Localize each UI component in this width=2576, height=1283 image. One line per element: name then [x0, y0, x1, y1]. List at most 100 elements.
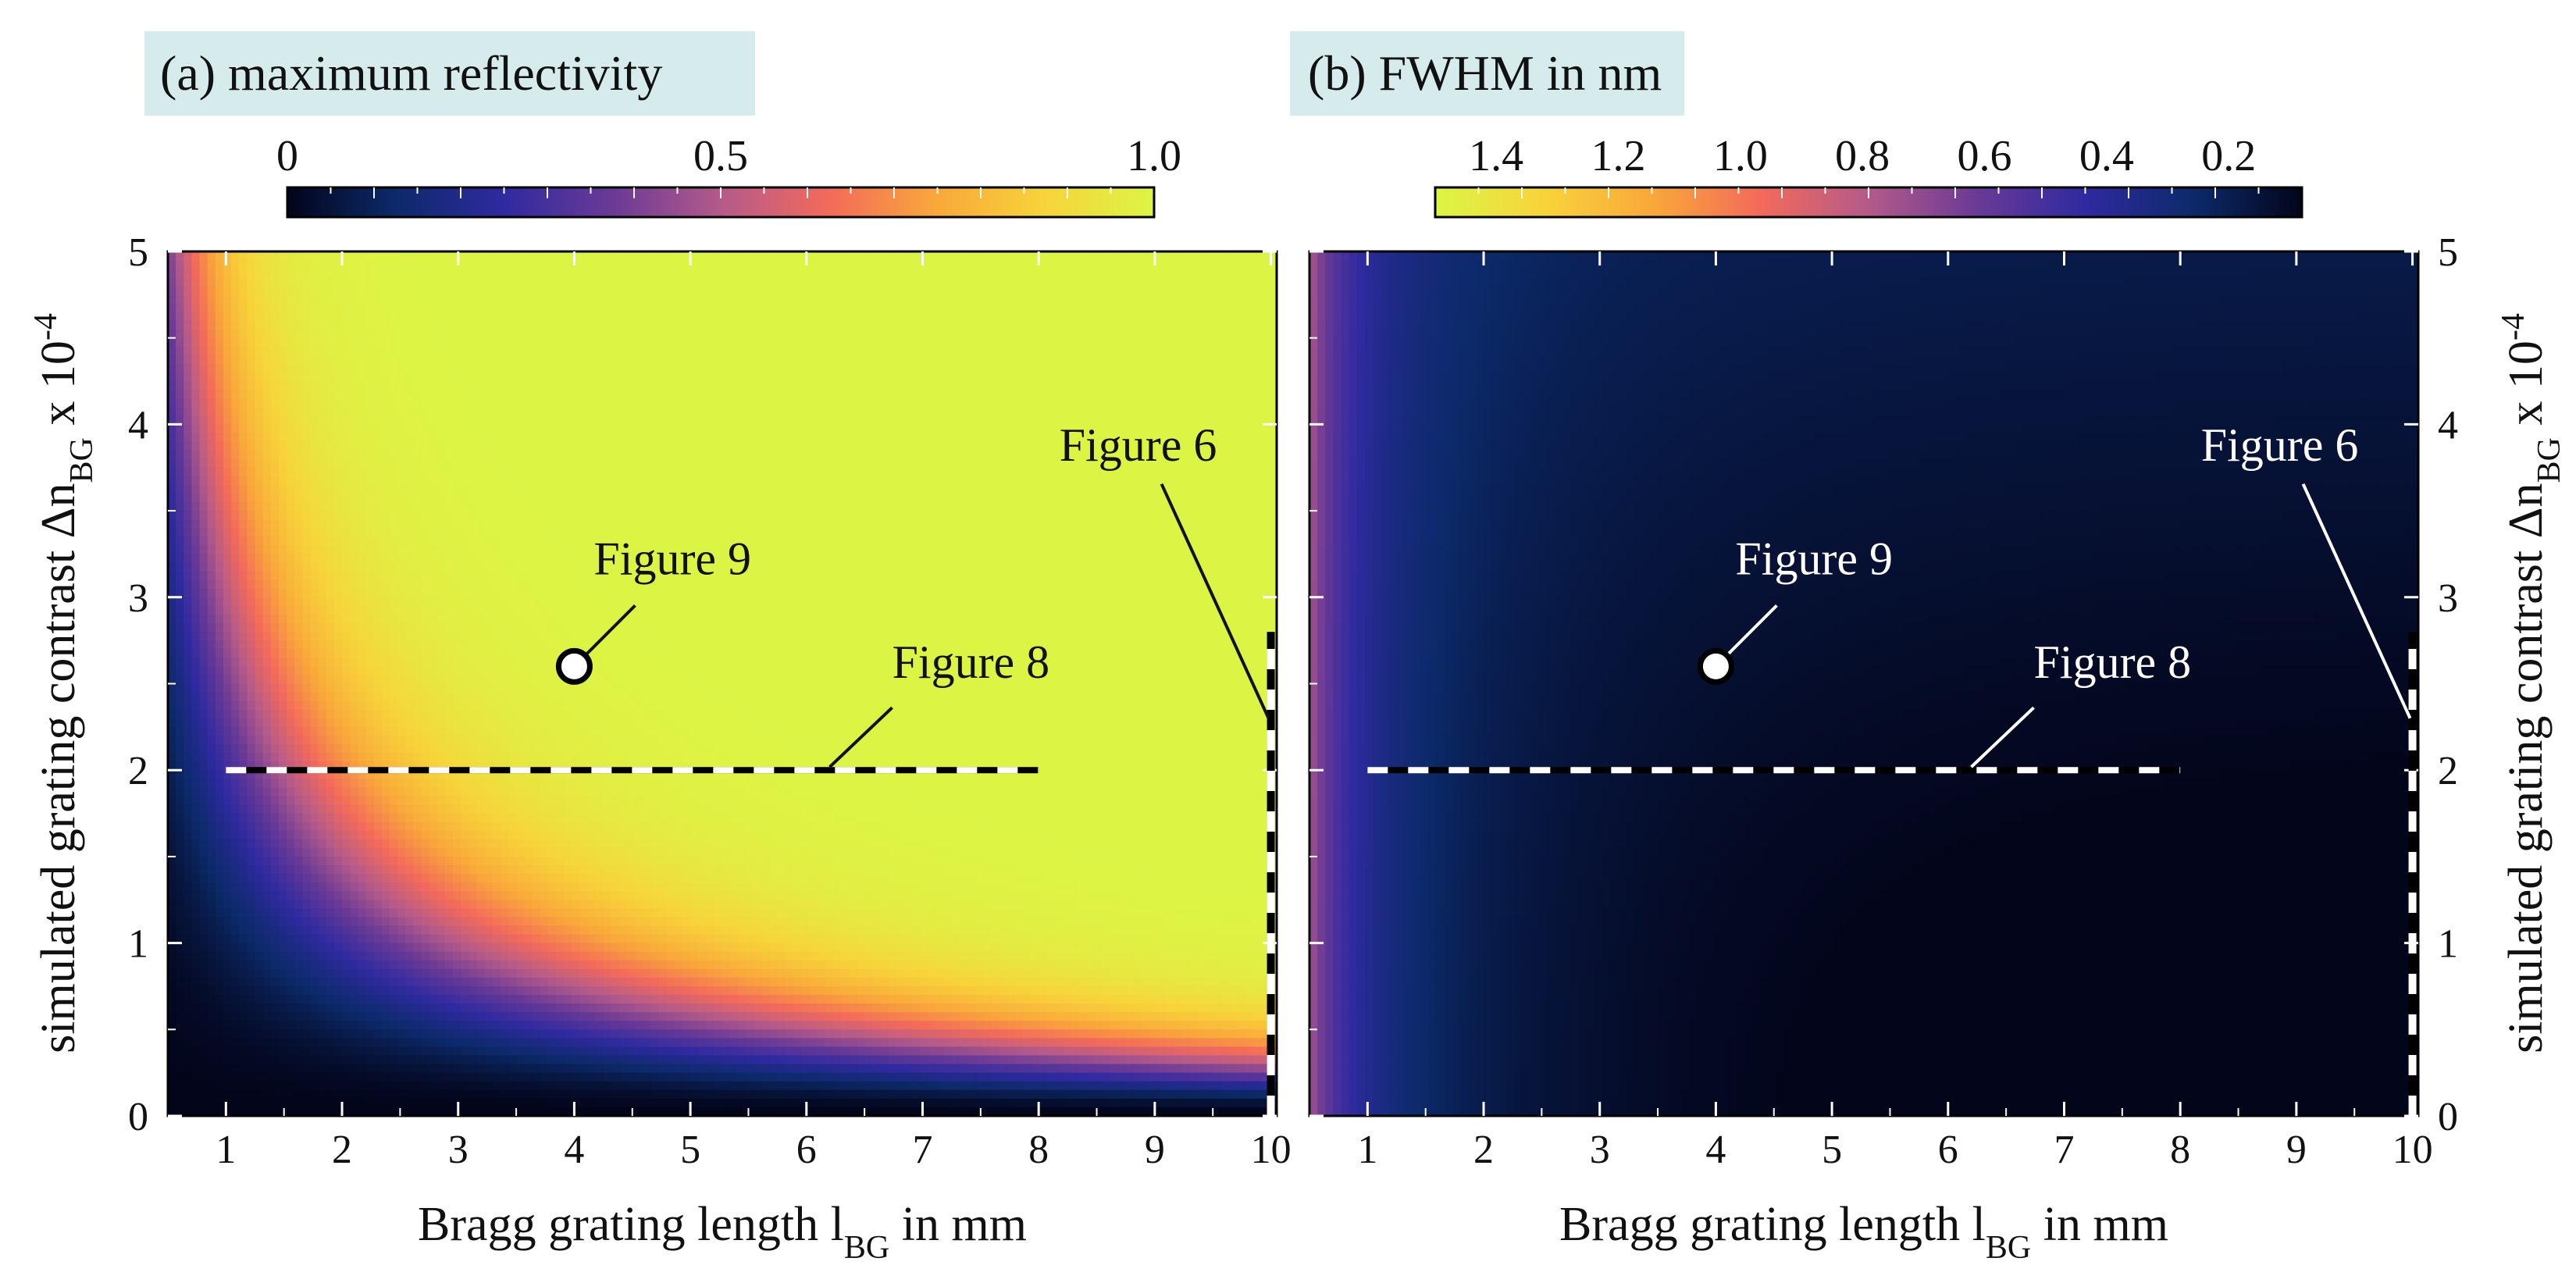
heatmap-cell: [436, 450, 446, 460]
heatmap-cell: [405, 847, 415, 857]
heatmap-cell: [405, 830, 415, 840]
heatmap-cell: [247, 864, 256, 875]
heatmap-cell: [302, 493, 312, 503]
heatmap-cell: [429, 700, 438, 711]
heatmap-cell: [262, 753, 272, 762]
heatmap-cell: [223, 519, 232, 529]
heatmap-cell: [168, 623, 176, 633]
heatmap-cell: [469, 804, 478, 814]
heatmap-cell: [294, 372, 304, 382]
heatmap-cell: [302, 683, 312, 693]
heatmap-cell: [492, 528, 501, 538]
heatmap-cell: [429, 726, 438, 736]
heatmap-cell: [334, 363, 343, 373]
heatmap-cell: [390, 1072, 398, 1082]
heatmap-cell: [262, 943, 272, 953]
heatmap-cell: [310, 519, 319, 529]
heatmap-cell: [365, 640, 375, 650]
heatmap-cell: [390, 709, 398, 719]
heatmap-cell: [484, 1072, 493, 1082]
heatmap-cell: [168, 753, 176, 762]
heatmap-cell: [453, 407, 462, 417]
heatmap-cell: [183, 640, 193, 650]
heatmap-cell: [484, 787, 493, 797]
heatmap-cell: [516, 623, 526, 633]
heatmap-cell: [279, 891, 287, 901]
heatmap-cell: [342, 372, 351, 382]
heatmap-cell: [445, 511, 454, 520]
heatmap-cell: [547, 1072, 557, 1082]
heatmap-cell: [310, 381, 319, 390]
heatmap-cell: [287, 363, 296, 373]
heatmap-cell: [469, 511, 478, 520]
heatmap-cell: [358, 269, 367, 279]
heatmap-cell: [255, 658, 264, 668]
heatmap-cell: [508, 977, 518, 987]
heatmap-cell: [318, 951, 327, 961]
heatmap-cell: [334, 407, 343, 417]
heatmap-cell: [191, 1064, 201, 1074]
heatmap-cell: [183, 985, 193, 996]
heatmap-cell: [318, 1072, 327, 1082]
heatmap-cell: [469, 882, 478, 892]
heatmap-cell: [247, 743, 256, 754]
heatmap-cell: [469, 985, 478, 996]
heatmap-cell: [381, 787, 390, 797]
heatmap-cell: [183, 588, 193, 598]
heatmap-cell: [436, 960, 446, 970]
heatmap-cell: [397, 1072, 407, 1082]
heatmap-cell: [508, 1081, 518, 1091]
heatmap-cell: [287, 839, 296, 849]
heatmap-cell: [191, 424, 201, 434]
heatmap-cell: [262, 571, 272, 581]
heatmap-cell: [176, 804, 185, 814]
heatmap-cell: [318, 977, 327, 987]
heatmap-cell: [365, 683, 375, 693]
heatmap-cell: [524, 951, 533, 961]
heatmap-cell: [508, 1046, 518, 1057]
heatmap-cell: [287, 571, 296, 581]
panel-b-label-box: [1290, 31, 1684, 116]
heatmap-cell: [397, 830, 407, 840]
heatmap-cell: [461, 753, 470, 762]
heatmap-cell: [176, 658, 185, 668]
heatmap-cell: [540, 614, 549, 624]
heatmap-cell: [390, 1081, 398, 1091]
heatmap-cell: [524, 779, 533, 789]
heatmap-cell: [358, 1038, 367, 1048]
heatmap-cell: [334, 390, 343, 399]
heatmap-cell: [310, 312, 319, 322]
heatmap-cell: [413, 511, 422, 520]
heatmap-cell: [342, 753, 351, 762]
heatmap-cell: [397, 839, 407, 849]
heatmap-cell: [294, 1081, 304, 1091]
heatmap-cell: [421, 864, 430, 875]
heatmap-cell: [183, 493, 193, 503]
heatmap-cell: [469, 951, 478, 961]
heatmap-cell: [215, 917, 224, 927]
heatmap-cell: [176, 467, 185, 477]
heatmap-cell: [373, 519, 383, 529]
heatmap-cell: [223, 917, 232, 927]
heatmap-cell: [183, 900, 193, 910]
heatmap-cell: [176, 951, 185, 961]
heatmap-cell: [508, 700, 518, 711]
heatmap-cell: [397, 597, 407, 607]
heatmap-cell: [365, 908, 375, 918]
heatmap-cell: [373, 968, 383, 978]
heatmap-cell: [318, 1021, 327, 1031]
heatmap-cell: [223, 925, 232, 936]
heatmap-cell: [547, 960, 557, 970]
heatmap-cell: [270, 761, 280, 771]
heatmap-cell: [445, 675, 454, 685]
heatmap-cell: [302, 640, 312, 650]
heatmap-cell: [445, 329, 454, 339]
heatmap-cell: [191, 467, 201, 477]
heatmap-cell: [532, 900, 541, 910]
heatmap-cell: [501, 390, 509, 399]
heatmap-cell: [287, 579, 296, 590]
heatmap-cell: [231, 839, 240, 849]
heatmap-cell: [373, 260, 383, 269]
heatmap-cell: [239, 735, 248, 745]
heatmap-cell: [373, 476, 383, 486]
